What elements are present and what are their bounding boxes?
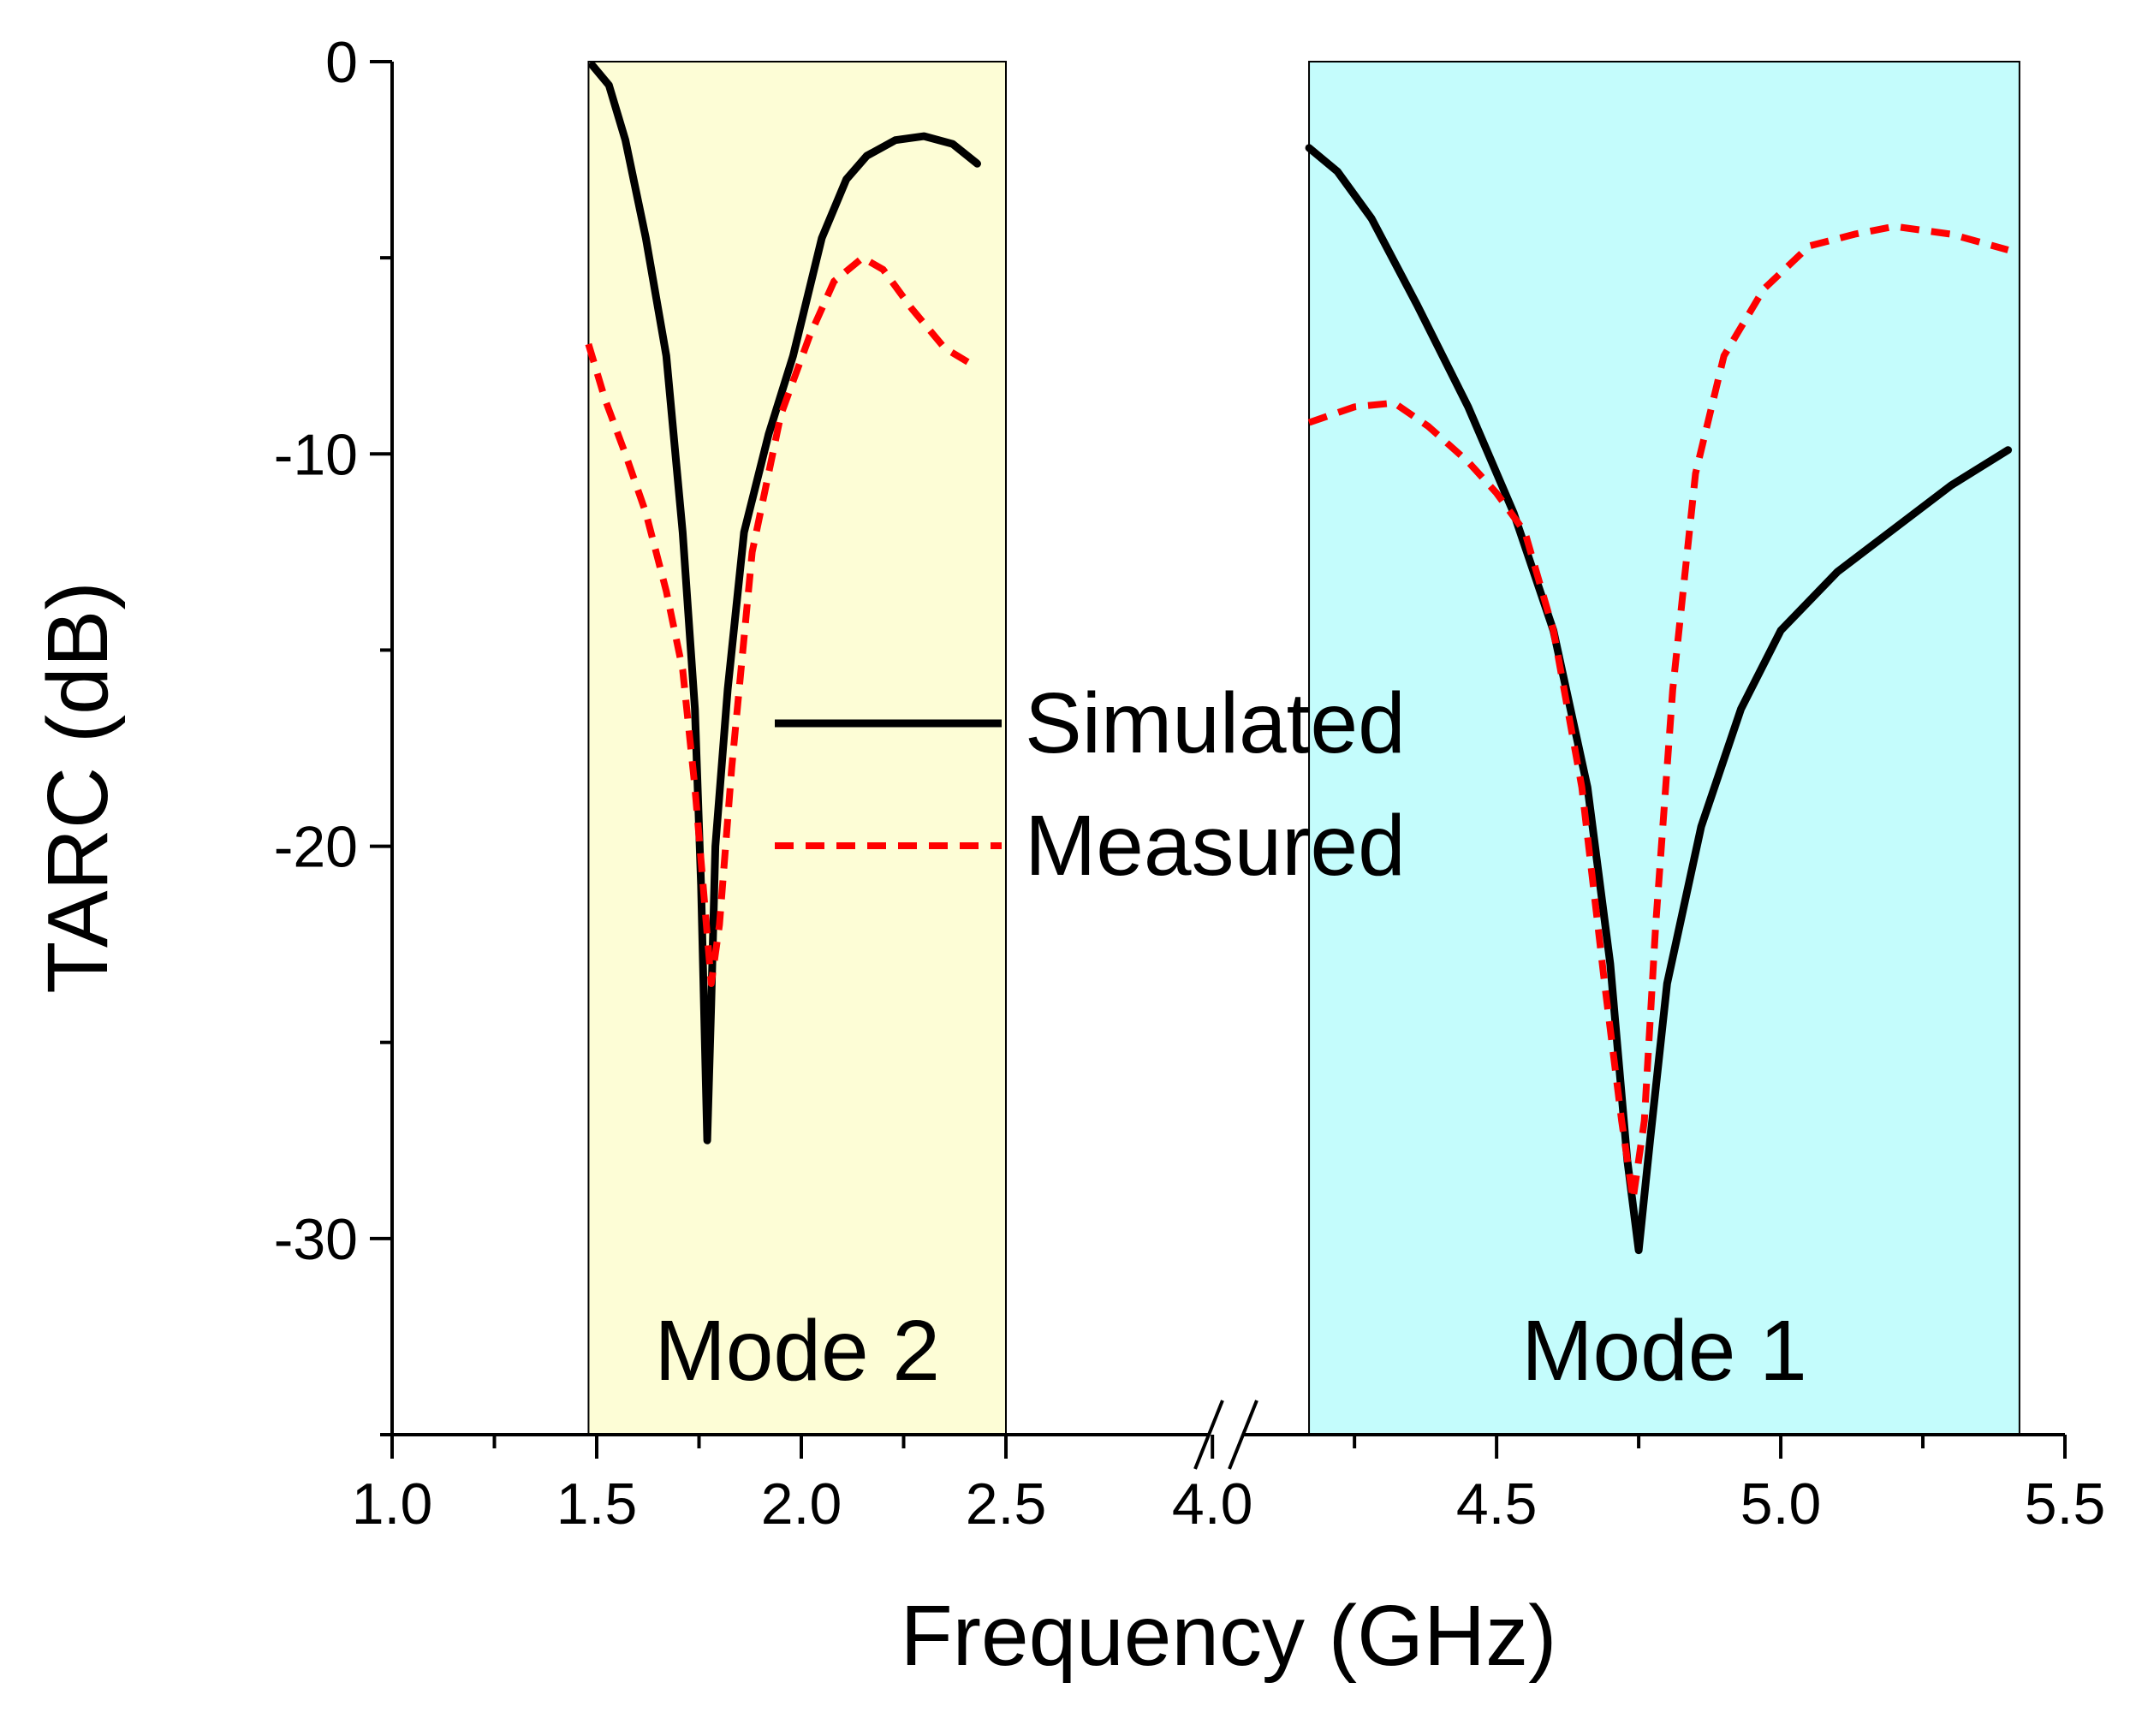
legend: Simulated Measured [775,675,1406,894]
series-simulated-segment-1 [588,62,981,1144]
x-tick-label: 2.5 [966,1471,1047,1537]
legend-label-measured: Measured [1025,798,1406,894]
x-axis-title: Frequency (GHz) [901,1588,1557,1684]
y-tick-label: 0 [325,30,358,95]
x-tick-label: 2.0 [761,1471,842,1537]
y-tick-label: -30 [274,1207,358,1272]
x-tick-label: 5.5 [2025,1471,2106,1537]
axis-break-mark [1228,1400,1258,1470]
axes: 0 -10 -20 -30 1.0 1.5 2.0 2.5 4.0 4.5 5.0 5.5 Freque… [30,30,2105,1684]
mode-regions: Mode 2 Mode 1 [587,61,2020,1436]
plot-lines [585,62,2013,1255]
region-label: Mode 2 [654,1303,940,1399]
series-measured-segment-2 [1307,223,2009,1203]
legend-label-simulated: Simulated [1025,675,1406,771]
x-tick-label: 4.5 [1456,1471,1538,1537]
series-simulated-segment-2 [1305,144,2013,1255]
x-tick-label: 5.0 [1740,1471,1822,1537]
x-tick-label: 1.5 [556,1471,638,1537]
y-tick-label: -20 [274,815,358,880]
y-axis-title: TARC (dB) [30,581,126,994]
series-measured-segment-1 [585,254,979,987]
x-tick-label: 1.0 [352,1471,433,1537]
axis-break-mark [1193,1400,1224,1470]
x-tick-label: 4.0 [1172,1471,1253,1537]
y-tick-label: -10 [274,422,358,487]
region-label: Mode 1 [1521,1303,1807,1399]
region-mode-1 [1308,61,2020,1436]
